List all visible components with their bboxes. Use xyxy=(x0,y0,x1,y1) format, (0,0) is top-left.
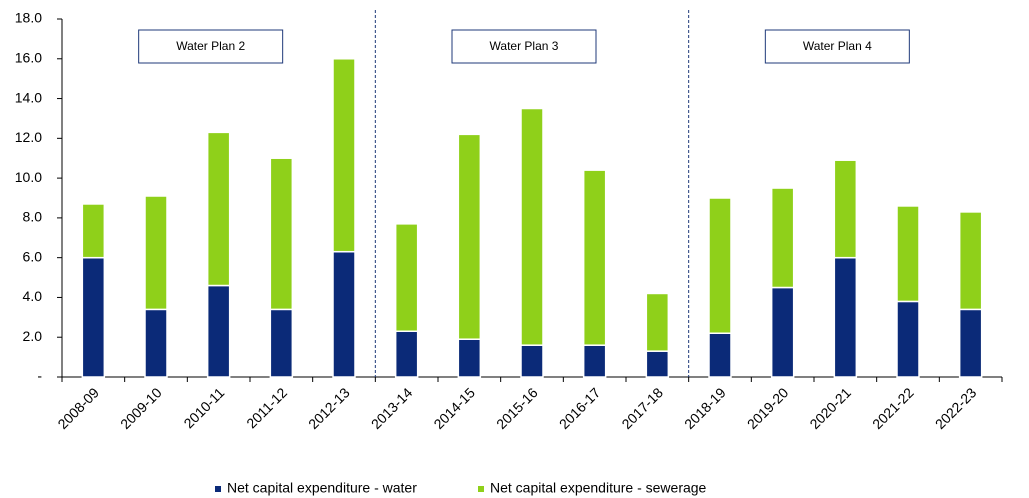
bar-segment xyxy=(896,300,920,378)
bar-segment xyxy=(332,58,356,253)
y-tick-label: 2.0 xyxy=(23,328,43,344)
bar-segment xyxy=(708,332,732,378)
bar-segment xyxy=(645,350,670,378)
x-tick-label: 2011-12 xyxy=(243,384,290,431)
bar-segment xyxy=(645,292,670,352)
y-tick-label: 14.0 xyxy=(15,89,42,105)
x-tick-label: 2010-11 xyxy=(180,384,227,431)
bar-segment xyxy=(206,131,231,287)
legend-marker xyxy=(478,486,484,492)
x-tick-label: 2015-16 xyxy=(493,384,541,432)
bar-segment xyxy=(332,250,356,378)
y-tick-label: 12.0 xyxy=(15,129,42,145)
annotation-box xyxy=(451,29,597,64)
y-tick-label: 6.0 xyxy=(23,248,43,264)
x-tick-label: 2019-20 xyxy=(744,384,792,432)
x-tick-label: 2014-15 xyxy=(430,384,478,432)
bar-segment xyxy=(896,205,920,303)
x-tick-label: 2013-14 xyxy=(368,384,416,432)
annotation-box xyxy=(138,29,284,64)
y-tick-label: 8.0 xyxy=(23,209,43,225)
bar-segment xyxy=(394,223,419,333)
bar-segment xyxy=(958,211,983,311)
bar-segment xyxy=(520,107,544,346)
bar-segment xyxy=(394,330,419,378)
bar-segment xyxy=(144,195,168,311)
annotation: Water Plan 4 xyxy=(803,39,872,53)
x-tick-label: 2008-09 xyxy=(54,384,102,432)
legend-label: Net capital expenditure - water xyxy=(227,480,417,496)
bar-segment xyxy=(269,157,294,311)
annotation: Water Plan 3 xyxy=(490,39,559,53)
y-tick-label: 10.0 xyxy=(15,169,42,185)
x-tick-label: 2012-13 xyxy=(305,384,353,432)
x-tick-label: 2022-23 xyxy=(932,384,980,432)
bar-segment xyxy=(81,256,106,378)
bar-segment xyxy=(582,169,607,346)
bar-segment xyxy=(206,284,231,378)
bar-segment xyxy=(457,338,482,378)
y-tick-label: 18.0 xyxy=(15,10,42,26)
bar-segment xyxy=(833,159,858,259)
x-tick-label: 2016-17 xyxy=(556,384,604,432)
x-tick-label: 2018-19 xyxy=(681,384,729,432)
y-tick-label: 4.0 xyxy=(23,288,43,304)
bar-segment xyxy=(770,187,795,289)
bar-segment xyxy=(81,203,106,259)
bar-segment xyxy=(833,256,858,378)
legend-label: Net capital expenditure - sewerage xyxy=(490,480,707,496)
bar-segment xyxy=(708,197,732,334)
bar-segment xyxy=(457,133,482,340)
annotation-box xyxy=(764,29,910,64)
bar-segment xyxy=(958,308,983,378)
bar-segment xyxy=(520,344,544,378)
annotation: Water Plan 2 xyxy=(176,39,245,53)
bar-segment xyxy=(582,344,607,378)
y-tick-label: 16.0 xyxy=(15,49,42,65)
bar-segment xyxy=(144,308,168,378)
x-tick-label: 2017-18 xyxy=(618,384,666,432)
x-tick-label: 2021-22 xyxy=(869,384,917,432)
y-tick-label: - xyxy=(37,368,42,384)
bar-segment xyxy=(269,308,294,378)
x-tick-label: 2009-10 xyxy=(117,384,165,432)
x-tick-label: 2020-21 xyxy=(806,384,854,432)
legend-marker xyxy=(215,486,221,492)
bar-segment xyxy=(770,286,795,378)
